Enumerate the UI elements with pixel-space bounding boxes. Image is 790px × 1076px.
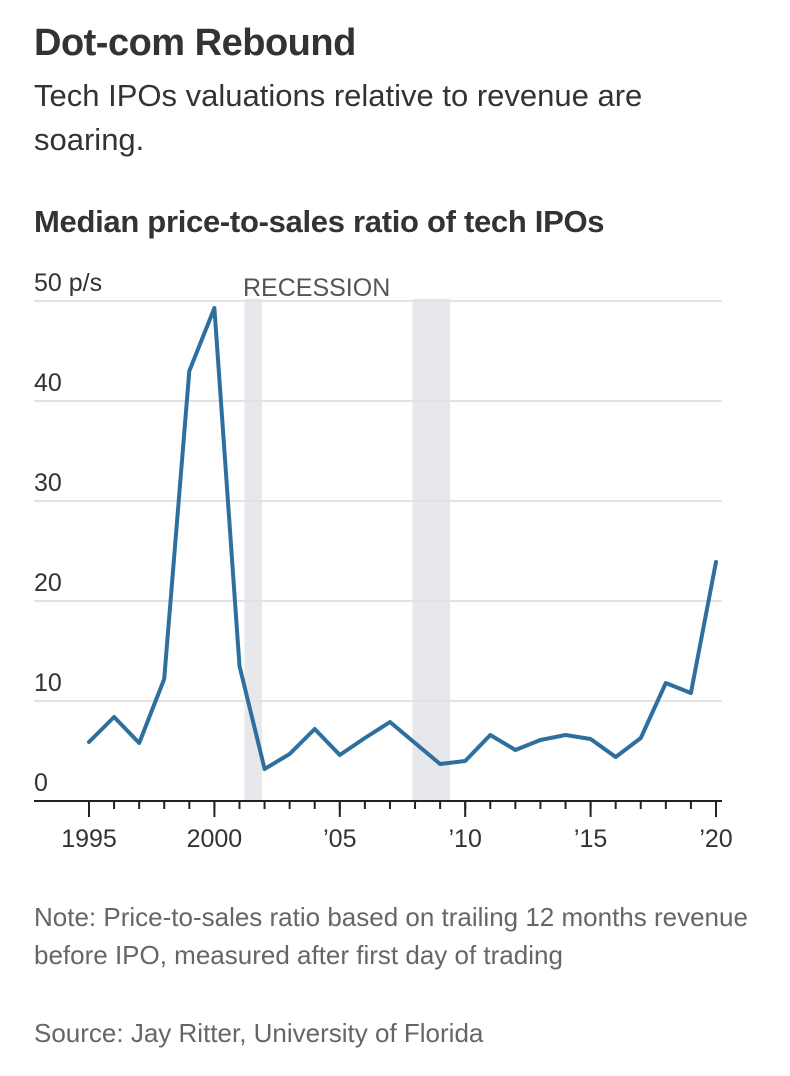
recession-band-2 (412, 299, 451, 801)
chart-source: Source: Jay Ritter, University of Florid… (34, 1018, 484, 1048)
chart-note: Note: Price-to-sales ratio based on trai… (34, 902, 748, 970)
y-tick-label: 20 (34, 569, 62, 597)
subtitle: Tech IPOs valuations relative to revenue… (34, 78, 643, 157)
x-tick-label: ’10 (449, 825, 482, 853)
x-tick-label: 1995 (61, 825, 117, 853)
series-price-to-sales (87, 306, 718, 771)
y-tick-label: 0 (34, 769, 48, 797)
headline: Dot-com Rebound (34, 22, 356, 64)
y-tick-label: 30 (34, 469, 62, 497)
x-tick-label: ’15 (574, 825, 607, 853)
recession-bands (244, 299, 451, 801)
series-line (87, 306, 718, 771)
recession-band-1 (244, 299, 263, 801)
recession-label: RECESSION (243, 274, 390, 302)
x-axis-ticks: 1995 2000 ’05 ’10 ’15 ’20 (61, 801, 733, 853)
x-tick-label: ’05 (323, 825, 356, 853)
line-chart: RECESSION 0 10 20 30 40 50 p/s 1995 2000 ’05 ’10… (34, 269, 733, 853)
chart-title: Median price-to-sales ratio of tech IPOs (34, 204, 605, 239)
y-tick-label: 50 p/s (34, 269, 102, 297)
x-tick-label: 2000 (187, 825, 243, 853)
y-tick-label: 40 (34, 369, 62, 397)
gridlines (34, 300, 722, 702)
y-axis-labels: 0 10 20 30 40 50 p/s (34, 269, 102, 797)
x-tick-label: ’20 (699, 825, 732, 853)
y-tick-label: 10 (34, 669, 62, 697)
